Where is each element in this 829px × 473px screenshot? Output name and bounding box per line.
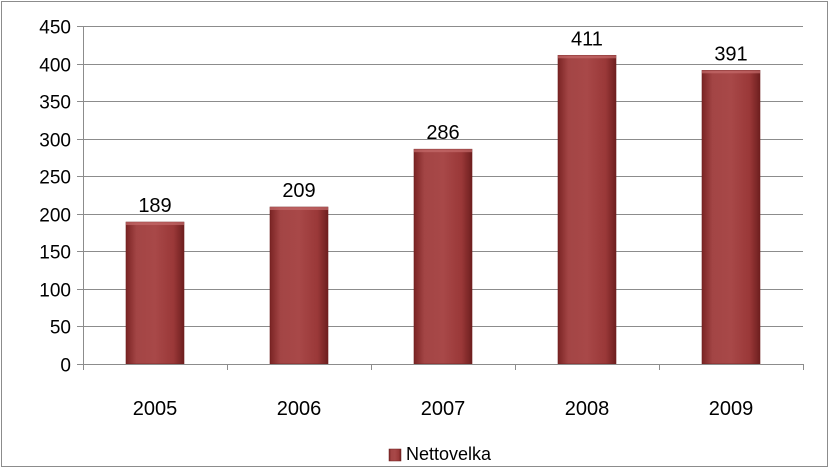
- legend: Nettovelka: [388, 444, 492, 464]
- x-tick-label-2006: 2006: [277, 398, 322, 420]
- y-tick-label: 0: [60, 356, 71, 377]
- y-tick-label: 100: [39, 281, 71, 302]
- y-tick-label: 450: [39, 18, 71, 39]
- bar-2005: [125, 221, 185, 365]
- x-tick-label-2005: 2005: [133, 398, 178, 420]
- bar-highlight-2009: [702, 70, 760, 74]
- y-tick-label: 400: [39, 56, 71, 77]
- bars: 189 209 286 411 391: [125, 28, 761, 365]
- gridlines: [83, 26, 803, 327]
- bar-2006: [269, 206, 329, 365]
- data-label-2006: 209: [282, 180, 315, 202]
- axes: 0 50 100 150 200 250 300 350 400 450 2005 2006 2007 2…: [39, 18, 804, 420]
- x-tick-label-2009: 2009: [709, 398, 754, 420]
- data-label-2009: 391: [714, 43, 747, 65]
- data-label-2008: 411: [571, 28, 603, 50]
- legend-label-nettovelka: Nettovelka: [406, 444, 492, 464]
- bar-highlight-2005: [126, 222, 184, 226]
- data-label-2005: 189: [138, 195, 171, 217]
- x-tick-label-2007: 2007: [421, 398, 466, 420]
- bar-highlight-2008: [558, 55, 616, 59]
- y-tick-label: 350: [39, 93, 71, 114]
- bar-highlight-2007: [414, 149, 472, 153]
- y-tick-label: 250: [39, 168, 71, 189]
- y-tick-label: 200: [39, 206, 71, 227]
- bar-2007: [413, 148, 473, 365]
- x-tick-label-2008: 2008: [565, 398, 610, 420]
- y-tick-label: 150: [39, 243, 71, 264]
- bar-2009: [701, 70, 761, 365]
- bar-2008: [557, 54, 617, 365]
- y-tick-label: 50: [50, 318, 71, 339]
- bar-highlight-2006: [270, 207, 328, 211]
- data-label-2007: 286: [426, 122, 459, 144]
- legend-swatch-nettovelka: [388, 448, 402, 462]
- y-tick-label: 300: [39, 131, 71, 152]
